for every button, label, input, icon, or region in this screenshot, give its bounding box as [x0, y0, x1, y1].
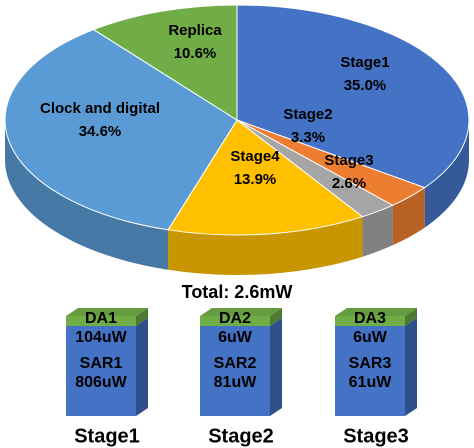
block-side — [405, 318, 417, 416]
sar-value-label: 806uW — [75, 374, 127, 391]
sar-label: SAR3 — [349, 355, 392, 372]
block-side — [405, 308, 417, 326]
block-side — [270, 318, 282, 416]
slice-label: Clock and digital — [40, 100, 160, 117]
pie-slice — [92, 4, 238, 121]
block-top — [335, 308, 417, 316]
sar-value-label: 81uW — [214, 374, 258, 391]
sar-block — [335, 326, 405, 416]
da-block — [335, 316, 405, 326]
slice-value-label: 34.6% — [79, 123, 122, 140]
da-value-label: 6uW — [353, 329, 388, 346]
category-label: Stage3 — [343, 425, 409, 447]
sar-label: SAR2 — [214, 355, 257, 372]
sar-block — [200, 326, 270, 416]
sar-label: SAR1 — [80, 355, 123, 372]
pie-slice — [167, 119, 364, 236]
slice-value-label: 2.6% — [332, 175, 366, 192]
slice-value-label: 35.0% — [344, 77, 387, 94]
slice-label: Stage1 — [340, 54, 389, 71]
pie-slice — [236, 4, 470, 189]
da-block — [200, 316, 270, 326]
da-label: DA3 — [354, 310, 386, 327]
slice-value-label: 3.3% — [291, 129, 325, 146]
block-top — [66, 308, 148, 316]
block-side — [270, 308, 282, 326]
pie-slice — [4, 29, 238, 231]
da-block — [66, 316, 136, 326]
da-value-label: 104uW — [75, 329, 127, 346]
slice-side — [362, 205, 393, 257]
category-label: Stage2 — [208, 425, 274, 447]
category-label: Stage1 — [74, 425, 140, 447]
total-annotation: Total: 2.6mW — [182, 282, 293, 302]
slice-label: Replica — [168, 22, 222, 39]
sar-block — [66, 326, 136, 416]
slice-side — [5, 120, 169, 270]
slice-label: Stage3 — [324, 152, 373, 169]
da-value-label: 6uW — [218, 329, 253, 346]
da-label: DA1 — [85, 310, 117, 327]
slice-value-label: 13.9% — [234, 171, 277, 188]
block-top — [200, 308, 282, 316]
slice-side — [168, 216, 363, 275]
da-label: DA2 — [219, 310, 251, 327]
block-side — [136, 308, 148, 326]
slice-label: Stage4 — [230, 148, 280, 165]
slice-label: Stage2 — [283, 106, 332, 123]
sar-value-label: 61uW — [349, 374, 393, 391]
slice-side — [424, 120, 469, 228]
block-side — [136, 318, 148, 416]
slice-value-label: 10.6% — [174, 45, 217, 62]
